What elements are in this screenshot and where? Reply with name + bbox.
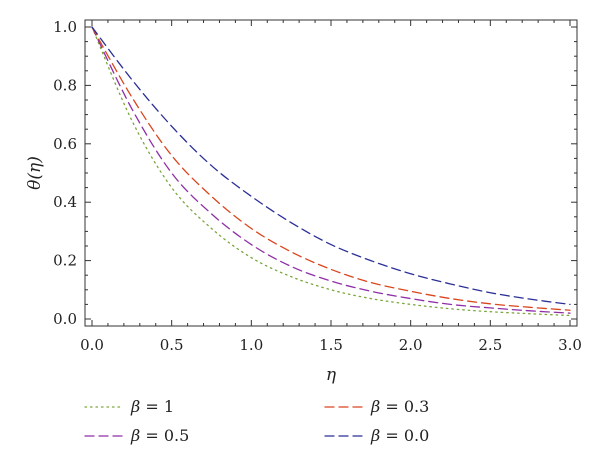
legend: β = 1 β = 0.5 β = 0.3 β = 0.0 <box>84 397 429 445</box>
y-tick-label: 0.6 <box>53 135 77 153</box>
y-tick-label: 0.0 <box>53 310 77 328</box>
x-axis-title: η <box>326 365 337 385</box>
y-tick-label: 1.0 <box>53 18 77 36</box>
series-line-0 <box>91 26 571 317</box>
x-tick-label: 1.5 <box>319 336 343 354</box>
x-tick-label: 2.5 <box>478 336 502 354</box>
legend-label-0: β = 1 <box>130 397 174 416</box>
plot-frame <box>84 19 578 327</box>
legend-label-3: β = 0.0 <box>370 426 429 445</box>
y-tick-label: 0.8 <box>53 76 77 94</box>
legend-label-2: β = 0.3 <box>370 397 429 416</box>
x-tick-label: 2.0 <box>399 336 423 354</box>
axis-tick-labels: 0.0 0.5 1.0 1.5 2.0 2.5 3.0 0.0 0.2 0.4 0.6 0.8 1.0 <box>53 18 582 354</box>
x-tick-label: 0.0 <box>80 336 104 354</box>
y-tick-label: 0.2 <box>53 252 77 270</box>
series-line-3 <box>91 26 571 306</box>
legend-label-1: β = 0.5 <box>130 426 189 445</box>
x-tick-label: 3.0 <box>558 336 582 354</box>
series-line-1 <box>91 26 571 314</box>
y-tick-label: 0.4 <box>53 193 77 211</box>
x-tick-label: 0.5 <box>160 336 184 354</box>
series-line-2 <box>91 26 571 311</box>
series-lines <box>91 26 571 317</box>
y-axis-title: θ(η) <box>25 156 45 190</box>
axis-ticks <box>85 20 577 326</box>
x-tick-label: 1.0 <box>239 336 263 354</box>
